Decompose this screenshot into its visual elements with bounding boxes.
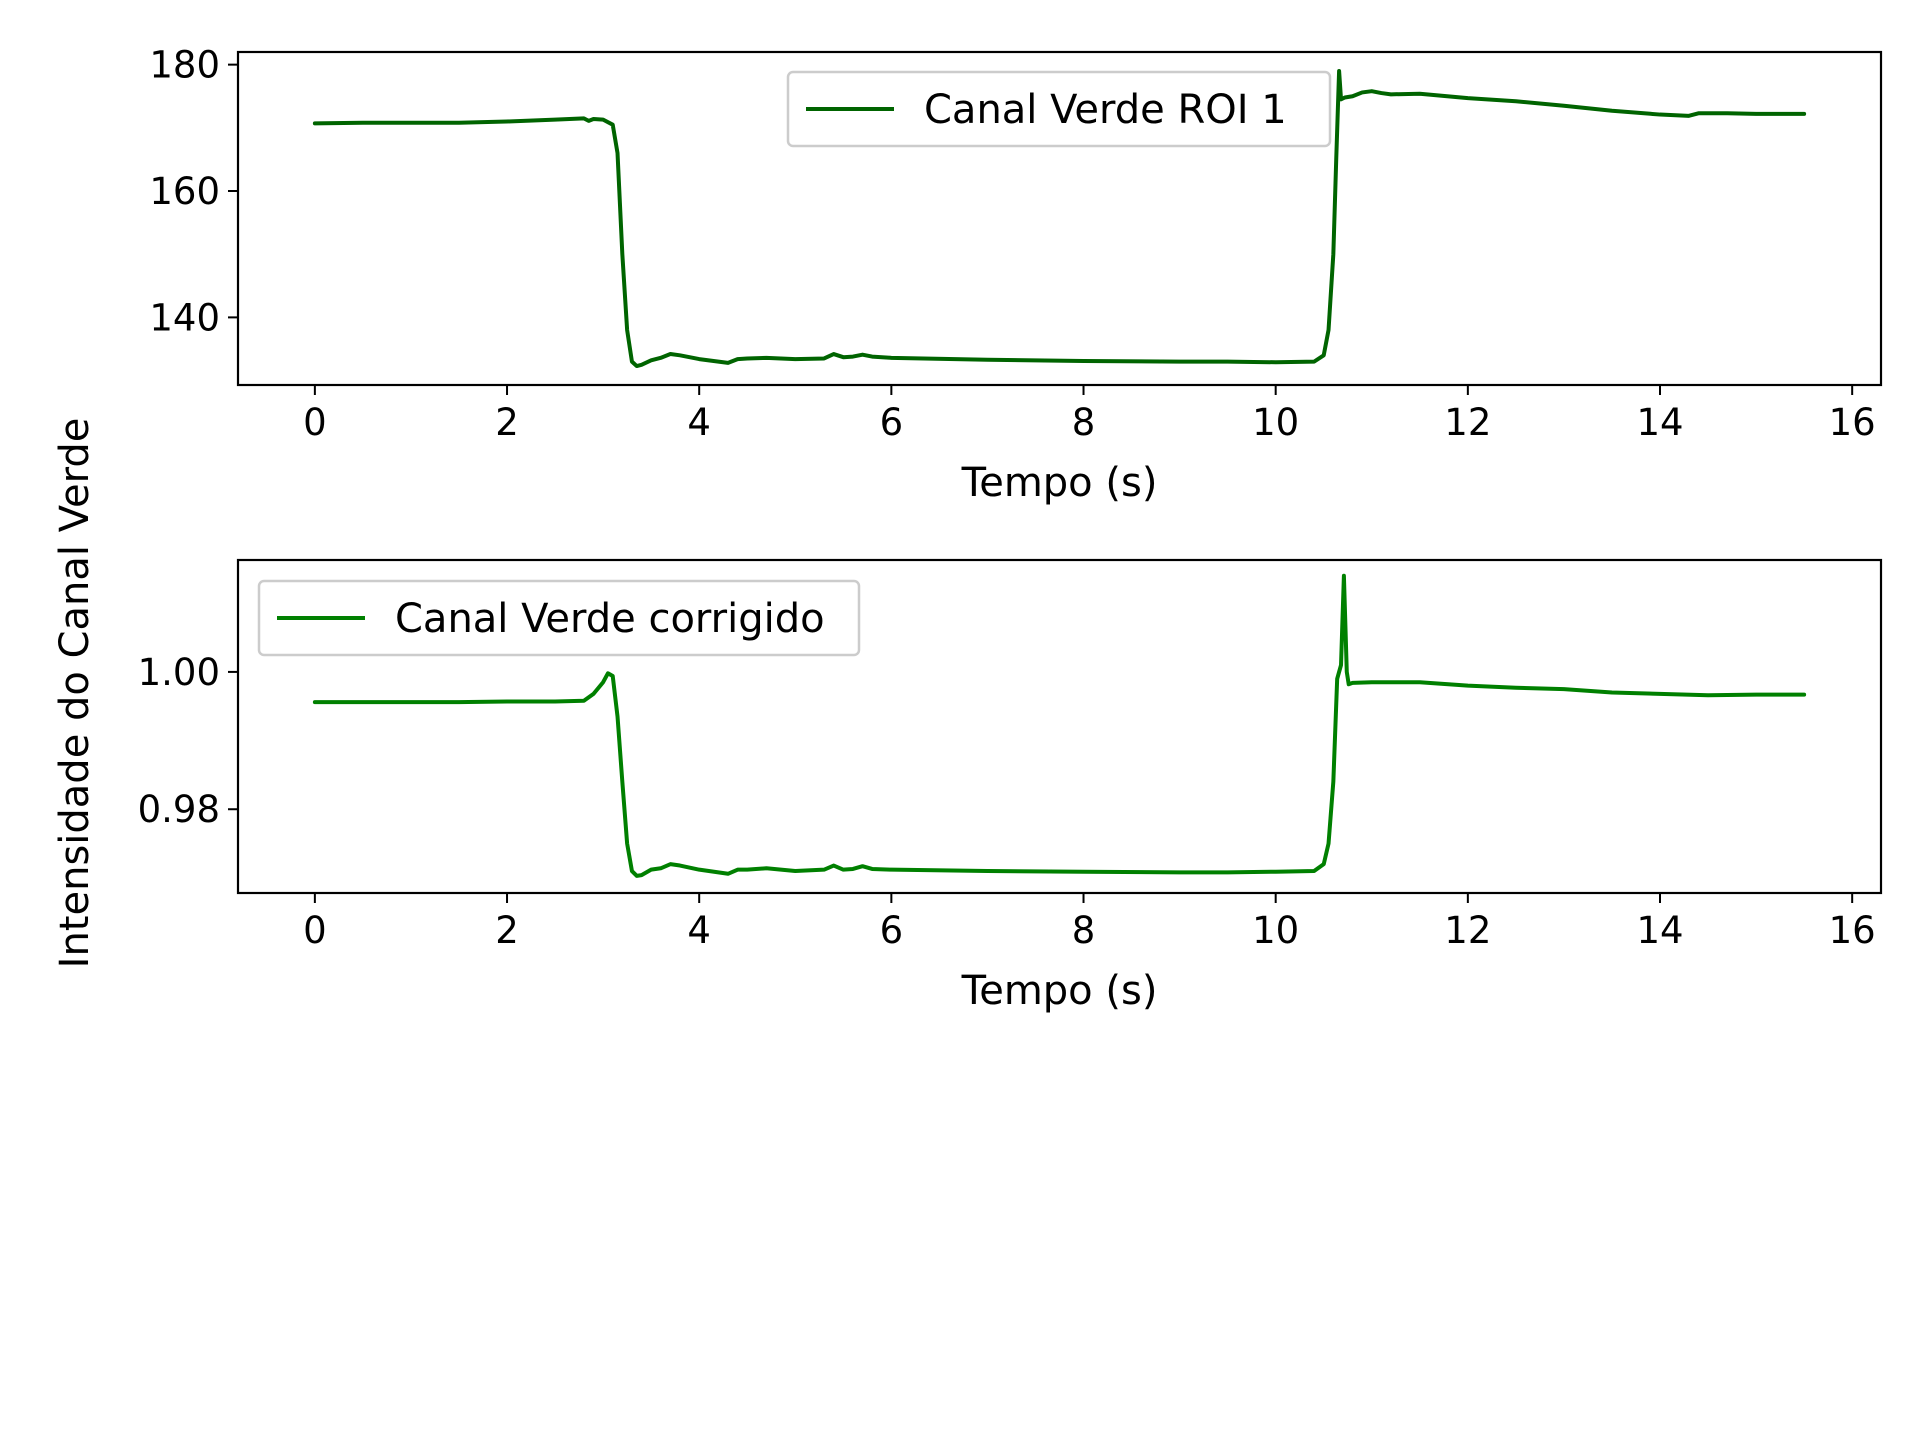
y-axis-ticks: 0.98 1.00 [138,651,238,831]
legend-entry-canal-verde-corrigido: Canal Verde corrigido [395,596,825,642]
x-tick-label: 8 [1072,909,1096,952]
legend-box [257,579,861,657]
shared-y-axis-label: Intensidade do Canal Verde [52,418,98,969]
x-tick-label: 4 [687,909,711,952]
x-tick-label: 2 [495,909,519,952]
x-tick-label: 4 [687,401,711,444]
x-tick-label: 8 [1072,401,1096,444]
x-tick-label: 0 [303,401,327,444]
legend-entry-canal-verde-roi1: Canal Verde ROI 1 [924,87,1287,133]
legend-box [786,70,1332,148]
y-axis-ticks: 140 160 180 [149,44,238,339]
series-line-0 [312,573,1807,878]
chart-panel-roi1: 0 2 4 6 8 10 12 14 16 140 160 180 Tempo (s) Canal … [149,44,1883,506]
x-tick-label: 0 [303,909,327,952]
x-tick-label: 14 [1636,401,1683,444]
x-tick-label: 10 [1252,909,1299,952]
legend: Canal Verde ROI 1 [786,70,1332,148]
axes-frame [236,50,1883,387]
x-axis-ticks: 0 2 4 6 8 10 12 14 16 [303,385,1876,444]
plot-lines [312,68,1807,369]
x-axis-label: Tempo (s) [961,968,1158,1014]
x-tick-label: 6 [880,401,904,444]
x-tick-label: 16 [1829,909,1876,952]
x-tick-label: 2 [495,401,519,444]
axes-frame [236,558,1883,895]
y-tick-label: 180 [149,44,220,87]
x-tick-label: 14 [1636,909,1683,952]
chart-panel-corrigido: 0 2 4 6 8 10 12 14 16 0.98 1.00 Tempo (s) Canal V… [138,558,1883,1014]
plot-lines [312,573,1807,878]
y-tick-label: 140 [149,296,220,339]
x-tick-label: 16 [1829,401,1876,444]
y-tick-label: 1.00 [138,651,220,694]
x-tick-label: 12 [1444,909,1491,952]
x-tick-label: 6 [880,909,904,952]
x-tick-label: 12 [1444,401,1491,444]
legend: Canal Verde corrigido [257,579,861,657]
x-tick-label: 10 [1252,401,1299,444]
y-tick-label: 0.98 [138,788,220,831]
y-tick-label: 160 [149,170,220,213]
x-axis-label: Tempo (s) [961,460,1158,506]
series-line-0 [312,68,1807,369]
x-axis-ticks: 0 2 4 6 8 10 12 14 16 [303,893,1876,952]
